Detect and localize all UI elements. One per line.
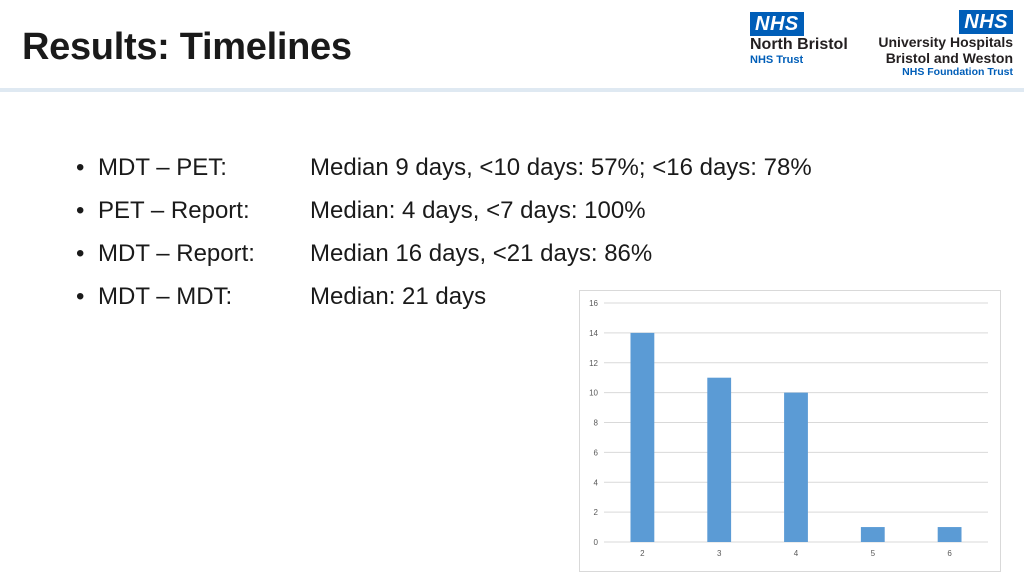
bullet-label: MDT – PET:: [98, 154, 227, 181]
header-divider: [0, 88, 1024, 92]
bullet-dot-icon: •: [76, 154, 85, 181]
uhbw-logo: NHS University Hospitals Bristol and Wes…: [868, 10, 1013, 79]
page-title: Results: Timelines: [22, 26, 352, 68]
y-tick-label: 2: [594, 508, 599, 517]
y-tick-label: 10: [589, 389, 598, 398]
nhs-badge: NHS: [750, 12, 804, 36]
y-tick-label: 12: [589, 359, 598, 368]
x-tick-label: 2: [640, 549, 645, 558]
logo-org-type: NHS Foundation Trust: [902, 66, 1013, 78]
y-tick-label: 8: [594, 419, 599, 428]
bar: [630, 332, 655, 542]
bullet-dot-icon: •: [76, 240, 85, 267]
bar: [707, 377, 732, 542]
bullet-label: PET – Report:: [98, 197, 250, 224]
bar: [860, 527, 885, 542]
bullet-dot-icon: •: [76, 283, 85, 310]
x-tick-label: 6: [947, 549, 952, 558]
bullet-value: Median 9 days, <10 days: 57%; <16 days: …: [310, 154, 812, 181]
bar: [784, 392, 808, 542]
bullet-dot-icon: •: [76, 197, 85, 224]
x-tick-label: 5: [871, 549, 876, 558]
bullet-label: MDT – MDT:: [98, 283, 233, 310]
x-tick-label: 3: [717, 549, 722, 558]
logo-org-name-line2: Bristol and Weston: [885, 50, 1013, 66]
logo-org-name-line1: University Hospitals: [878, 34, 1013, 50]
bullet-label: MDT – Report:: [98, 240, 255, 267]
bullet-value: Median 16 days, <21 days: 86%: [310, 240, 653, 267]
bar: [937, 527, 962, 542]
nhs-badge: NHS: [959, 10, 1013, 34]
bullet-value: Median: 21 days: [310, 283, 487, 310]
bar-chart-svg: 0 2 4 6 8 10 12 14 16 2 3 4 5 6: [589, 299, 988, 558]
y-tick-label: 16: [589, 299, 598, 308]
logo-org-type: NHS Trust: [750, 54, 804, 66]
north-bristol-logo: NHS North Bristol NHS Trust: [750, 12, 860, 67]
x-tick-label: 4: [794, 549, 799, 558]
logo-org-name: North Bristol: [750, 36, 848, 53]
bar-chart: 0 2 4 6 8 10 12 14 16 2 3 4 5 6: [579, 290, 1001, 572]
bullet-value: Median: 4 days, <7 days: 100%: [310, 197, 646, 224]
y-tick-label: 6: [594, 448, 599, 457]
y-tick-label: 14: [589, 329, 598, 338]
y-tick-label: 4: [594, 478, 599, 487]
y-tick-label: 0: [594, 538, 599, 547]
